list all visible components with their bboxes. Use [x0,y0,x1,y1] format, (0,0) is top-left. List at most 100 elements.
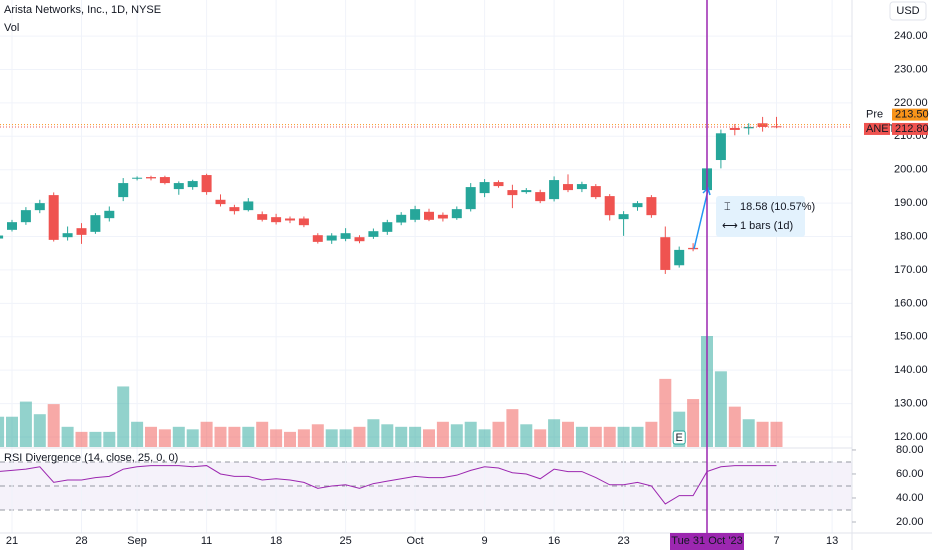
volume-bar [770,421,783,447]
y-tick-label: 180.00 [894,230,928,242]
candle-body [451,209,462,219]
volume-bar [742,419,755,447]
candle-body [563,184,573,191]
candle-body [7,222,17,230]
volume-bar [75,431,88,447]
x-tick-label: 25 [339,535,351,547]
candle-body [535,192,546,202]
volume-bar [242,426,255,447]
candle-body [257,214,268,220]
candle-body [479,182,490,194]
volume-bar [714,371,727,447]
candle-body [757,123,768,127]
volume-bar [339,429,352,447]
rsi-line [0,465,777,505]
measure-icon: ⟷ [722,220,738,232]
volume-bar [423,429,435,447]
volume-bar [297,429,310,447]
y-tick-label: 160.00 [894,297,928,309]
volume-bar [450,424,463,447]
candle-body [118,183,129,198]
volume-bar [353,426,366,447]
rsi-tick-label: 60.00 [896,468,924,480]
volume-bar [562,421,574,447]
volume-bar [103,431,116,447]
candle-body [507,190,518,196]
rsi-tick-label: 20.00 [896,516,924,528]
y-tick-label: 170.00 [894,264,928,276]
volume-bar [33,414,46,447]
volume-bar [395,426,408,447]
volume-bar [478,429,491,447]
x-tick-label: 18 [270,535,282,547]
volume-bar [200,421,213,447]
volume-bar [659,378,672,447]
volume-bar [756,421,769,447]
candle-body [521,190,532,193]
candle-body [0,235,4,239]
currency-box[interactable] [889,1,927,21]
measure-arrow [693,189,709,250]
volume-bar [575,426,588,447]
measure-box [716,196,805,237]
chart-title: Arista Networks, Inc., 1D, NYSE [4,4,161,16]
candle-body [187,181,198,188]
price-label-box [892,122,928,135]
price-name: Pre [866,109,883,121]
y-tick-label: 220.00 [894,97,928,109]
candle-body [229,207,240,212]
volume-bar [548,419,561,447]
earnings-box [672,430,686,445]
volume-bar [436,421,449,447]
volume-bar [381,424,394,447]
candle-body [674,249,685,266]
candle-body [493,182,504,187]
volume-bar [520,424,533,447]
rsi-tick-label: 80.00 [896,444,924,456]
candle-body [743,126,754,129]
currency: USD [896,5,919,17]
measure-tool: ⌶ 18.58 (10.57%) ⟷ 1 bars (1d) [693,186,815,250]
candle-body [729,127,740,130]
candle-body [715,133,726,161]
candle-body [34,203,45,211]
volume-bar [603,426,616,447]
volume-bar [145,426,157,447]
price-label: 212.80 [895,123,929,135]
x-tick-label: 21 [6,535,18,547]
volume-bar [47,404,60,447]
volume-bar [645,421,658,447]
price-name: ANET [866,123,896,135]
volume-bar [506,409,519,447]
candle-body [688,247,699,250]
volume-bar [158,429,171,447]
y-tick-label: 140.00 [894,364,928,376]
y-tick-label: 120.00 [894,431,928,443]
volume-bar [131,421,144,447]
candle-body [298,218,309,226]
y-tick-label: 190.00 [894,197,928,209]
candle-body [549,180,560,200]
x-tick-label: Oct [407,535,424,547]
candle-body [368,231,379,237]
measure-bars: 1 bars (1d) [740,220,793,232]
volume-bar [325,429,338,447]
candle-body [340,233,351,239]
x-tick-label: 16 [548,535,560,547]
y-tick-label: 150.00 [894,331,928,343]
candle-body [159,177,170,184]
x-tick-label: 9 [482,535,488,547]
candle-body [76,228,87,235]
rsi-tick-label: 40.00 [896,492,924,504]
volume-bar [186,429,199,447]
candle-body [410,209,421,220]
x-tick-label: Sep [127,535,147,547]
volume-label: Vol [4,22,19,34]
y-tick-label: 240.00 [894,30,928,42]
volume-bar [367,419,380,447]
x-tick-label: 23 [617,535,629,547]
candle-body [382,222,393,232]
volume-bar [61,426,74,447]
measure-arrowhead [702,186,711,196]
candle-body [437,214,448,219]
